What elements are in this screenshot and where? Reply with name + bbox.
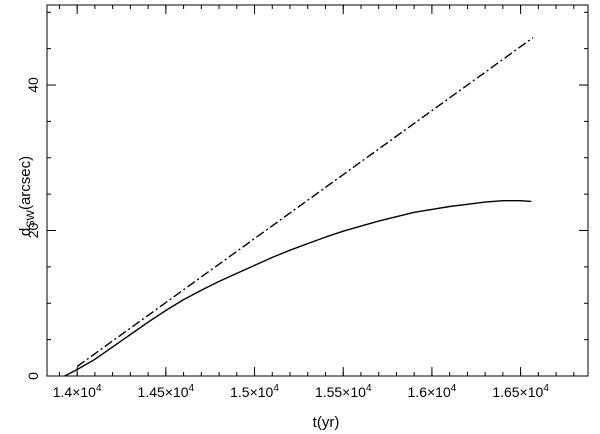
x-tick-label: 1.45×104 bbox=[138, 383, 195, 400]
x-tick-label: 1.6×104 bbox=[408, 383, 457, 400]
axis-labels: t(yr) dSW(arcsec) bbox=[17, 156, 339, 431]
x-tick-label: 1.65×104 bbox=[492, 383, 549, 400]
series-line-solid bbox=[64, 199, 532, 377]
y-axis-label-group: dSW(arcsec) bbox=[17, 156, 37, 236]
series-layer bbox=[64, 37, 534, 377]
x-tick-label: 1.4×104 bbox=[53, 383, 102, 400]
y-axis-label: dSW(arcsec) bbox=[17, 156, 37, 236]
x-tick-label: 1.5×104 bbox=[230, 383, 279, 400]
y-tick-label: 20 bbox=[25, 223, 41, 239]
y-tick-label: 40 bbox=[25, 77, 41, 93]
axes: 1.4×104 1.45×104 1.5×104 1.55×104 1.6×104 1.6… bbox=[25, 4, 589, 400]
x-axis-label: t(yr) bbox=[313, 414, 340, 431]
x-tick-label: 1.55×104 bbox=[315, 383, 372, 400]
series-line-dashdot bbox=[76, 37, 534, 368]
y-tick-label: 0 bbox=[25, 372, 41, 380]
plot-frame bbox=[46, 4, 589, 377]
